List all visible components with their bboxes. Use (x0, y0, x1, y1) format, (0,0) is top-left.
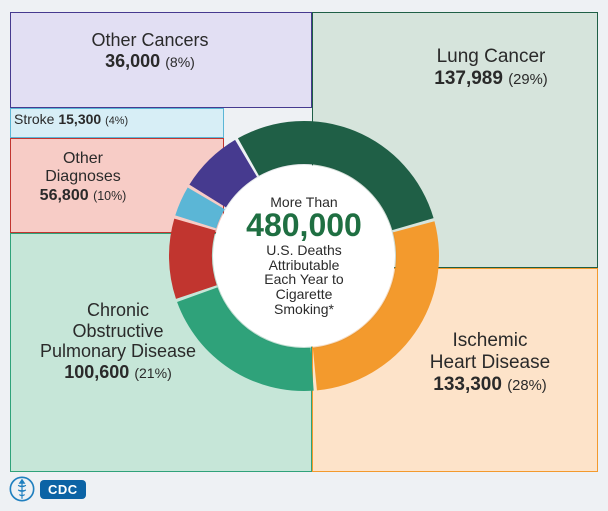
tile-value-other_cancers: 36,000 (105, 51, 160, 71)
tile-name-other_cancers: Other Cancers (40, 30, 260, 51)
tile-value-other_diag: 56,800 (40, 187, 89, 204)
center-line-3: U.S. Deaths (266, 243, 341, 258)
center-big-number: 480,000 (246, 209, 362, 243)
tile-value-stroke: 15,300 (58, 111, 101, 127)
tile-value-ischemic: 133,300 (433, 374, 502, 395)
donut-slice-other_diag (169, 218, 217, 298)
tile-label-other_diag: OtherDiagnoses56,800 (10%) (14, 150, 152, 205)
tile-pct-stroke: (4%) (105, 115, 128, 127)
tile-name-other_diag: OtherDiagnoses (14, 150, 152, 187)
center-line-7: Smoking* (274, 302, 334, 317)
tile-pct-copd: (21%) (134, 365, 171, 381)
tile-name-stroke: Stroke (14, 111, 58, 127)
donut-center: More Than 480,000 U.S. Deaths Attributab… (213, 165, 395, 347)
tile-label-stroke: Stroke 15,300 (4%) (14, 111, 182, 128)
center-line-6: Cigarette (276, 287, 333, 302)
hhs-icon (8, 475, 36, 503)
cdc-logo: CDC (8, 475, 86, 503)
center-line-5: Each Year to (264, 272, 343, 287)
tile-label-copd: ChronicObstructivePulmonary Disease100,6… (18, 300, 218, 383)
tile-name-ischemic: IschemicHeart Disease (392, 330, 588, 374)
infographic-canvas: More Than 480,000 U.S. Deaths Attributab… (0, 0, 608, 511)
tile-name-lung_cancer: Lung Cancer (396, 46, 586, 68)
cdc-badge: CDC (40, 480, 86, 499)
tile-value-copd: 100,600 (64, 362, 129, 382)
tile-pct-other_diag: (10%) (93, 189, 126, 203)
tile-label-ischemic: IschemicHeart Disease133,300 (28%) (392, 330, 588, 396)
tile-pct-other_cancers: (8%) (165, 54, 195, 70)
tile-label-other_cancers: Other Cancers36,000 (8%) (40, 30, 260, 71)
tile-value-lung_cancer: 137,989 (434, 68, 503, 89)
center-line-4: Attributable (269, 258, 340, 273)
tile-label-lung_cancer: Lung Cancer137,989 (29%) (396, 46, 586, 90)
tile-name-copd: ChronicObstructivePulmonary Disease (18, 300, 218, 362)
tile-pct-lung_cancer: (29%) (508, 72, 548, 88)
tile-pct-ischemic: (28%) (507, 378, 547, 394)
